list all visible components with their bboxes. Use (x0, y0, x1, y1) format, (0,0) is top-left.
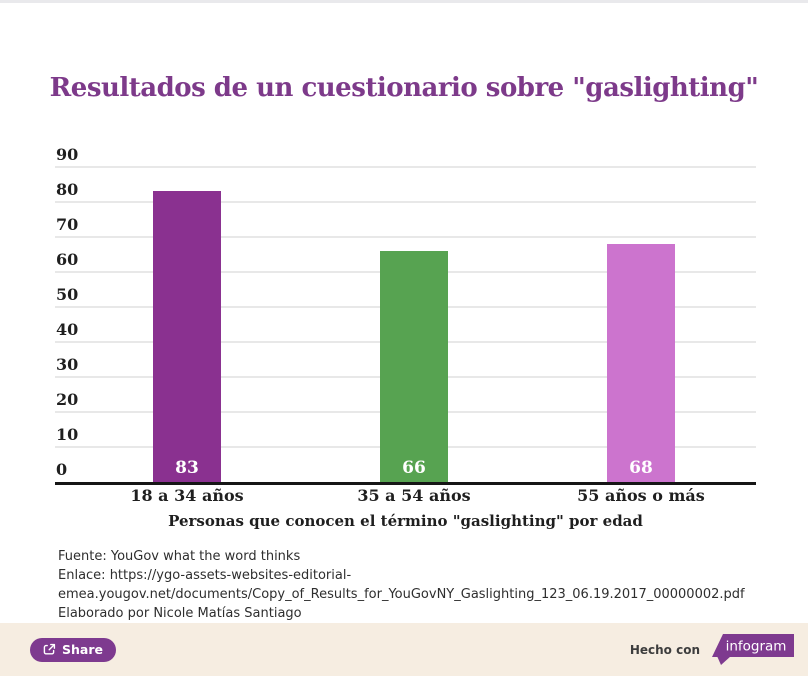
page-title: Resultados de un cuestionario sobre "gas… (49, 73, 759, 103)
y-axis-tick-70: 70 (56, 215, 79, 234)
category-label-0: 18 a 34 años (130, 486, 244, 505)
y-axis-tick-80: 80 (56, 180, 79, 199)
y-axis-tick-50: 50 (56, 285, 79, 304)
gridline-y-90 (55, 166, 756, 168)
infogram-logo-text: infogram (726, 639, 787, 655)
infogram-logo[interactable]: infogram (708, 634, 794, 665)
y-axis-tick-60: 60 (56, 250, 79, 269)
bar-chart-plot-area: 90 80 70 60 50 40 30 20 10 0 83 66 68 (55, 146, 756, 485)
y-axis-tick-30: 30 (56, 355, 79, 374)
y-axis-tick-90: 90 (56, 145, 79, 164)
source-link-line-2: emea.yougov.net/documents/Copy_of_Result… (58, 587, 745, 602)
share-button-label: Share (62, 642, 103, 657)
bar-value-label: 83 (175, 458, 199, 478)
made-with-label: Hecho con (629, 642, 700, 657)
footer-bar: Share Hecho con infogram (0, 623, 808, 676)
bar-value-label: 68 (629, 458, 653, 478)
x-axis-title: Personas que conocen el término "gasligh… (168, 512, 643, 530)
bar-value-label: 66 (402, 458, 426, 478)
gridline-y-70 (55, 236, 756, 238)
bar-18 a 34 años[interactable]: 83 (153, 191, 221, 482)
y-axis-tick-40: 40 (56, 320, 79, 339)
bar-35 a 54 años[interactable]: 66 (380, 251, 448, 482)
category-label-2: 55 años o más (577, 486, 705, 505)
made-with: Hecho con infogram (630, 634, 794, 665)
y-axis-tick-0: 0 (56, 460, 68, 479)
y-axis-tick-20: 20 (56, 390, 79, 409)
source-line: Fuente: YouGov what the word thinks (58, 549, 301, 564)
source-block: Fuente: YouGov what the word thinks Enla… (58, 547, 758, 623)
author-line: Elaborado por Nicole Matías Santiago (58, 606, 302, 621)
gridline-y-80 (55, 201, 756, 203)
category-label-1: 35 a 54 años (357, 486, 471, 505)
share-button[interactable]: Share (30, 637, 116, 662)
share-icon (43, 643, 56, 656)
source-link-line-1: Enlace: https://ygo-assets-websites-edit… (58, 568, 352, 583)
bar-55 años o más[interactable]: 68 (607, 244, 675, 482)
y-axis-tick-10: 10 (56, 425, 79, 444)
